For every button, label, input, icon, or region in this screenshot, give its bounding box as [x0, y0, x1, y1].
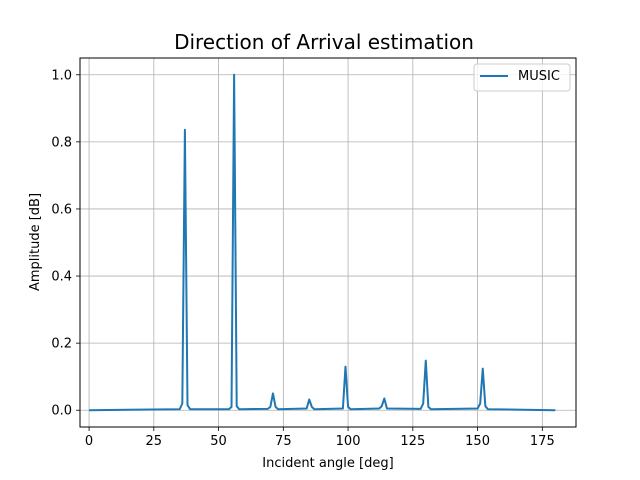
x-tick-label: 150: [465, 434, 490, 449]
x-tick-label: 175: [530, 434, 555, 449]
series-line-music: [89, 73, 556, 412]
x-tick-label: 75: [275, 434, 292, 449]
y-tick-label: 0.2: [51, 337, 72, 352]
y-tick-label: 0.4: [51, 270, 72, 285]
y-tick-label: 0.0: [51, 404, 72, 419]
series-lines: [89, 73, 556, 412]
y-axis-label: Amplitude [dB]: [28, 193, 43, 291]
y-tick-label: 0.6: [51, 202, 72, 217]
y-tick-label: 1.0: [51, 68, 72, 83]
chart-title: Direction of Arrival estimation: [174, 30, 474, 54]
x-tick-label: 0: [85, 434, 93, 449]
legend: MUSIC: [473, 63, 571, 92]
axis-ticks: 0 25 50 75 100 125 150 175 0.0 0.2 0.4 0.6 0.8 1.0: [51, 68, 554, 449]
legend-label-music: MUSIC: [518, 69, 560, 84]
x-axis-label: Incident angle [deg]: [262, 456, 393, 471]
x-tick-label: 100: [336, 434, 361, 449]
plot-frame: [79, 57, 577, 428]
x-tick-label: 25: [146, 434, 163, 449]
legend-box: [473, 63, 571, 92]
x-tick-label: 125: [400, 434, 425, 449]
x-tick-label: 50: [210, 434, 227, 449]
y-tick-label: 0.8: [51, 135, 72, 150]
